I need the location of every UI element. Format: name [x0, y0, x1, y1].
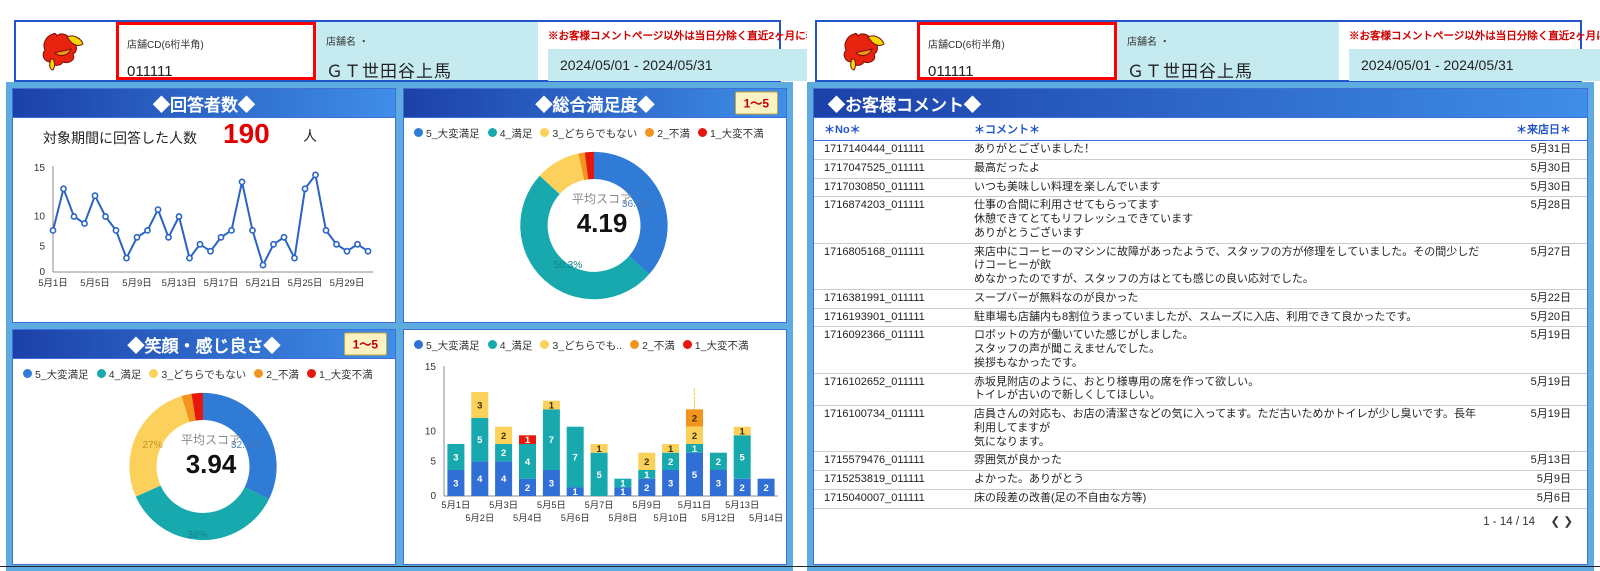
svg-text:5月9日: 5月9日: [632, 500, 661, 510]
svg-text:5月8日: 5月8日: [608, 513, 637, 523]
svg-text:2: 2: [525, 483, 530, 494]
svg-text:3: 3: [668, 479, 673, 490]
svg-text:5月13日: 5月13日: [162, 278, 197, 289]
svg-text:1: 1: [620, 479, 626, 490]
svg-text:10: 10: [425, 427, 437, 438]
svg-text:5月4日: 5月4日: [513, 513, 542, 523]
svg-text:5: 5: [692, 470, 698, 481]
svg-text:5月14日: 5月14日: [749, 513, 783, 523]
svg-text:1: 1: [549, 401, 555, 412]
svg-text:0: 0: [430, 491, 436, 502]
svg-text:10: 10: [34, 212, 46, 223]
svg-text:5月29日: 5月29日: [330, 278, 365, 289]
svg-text:5月11日: 5月11日: [678, 500, 711, 510]
svg-text:3: 3: [549, 479, 554, 490]
svg-text:5月25日: 5月25日: [288, 278, 323, 289]
svg-text:5月7日: 5月7日: [585, 500, 614, 510]
svg-text:5: 5: [39, 241, 45, 252]
svg-text:5: 5: [596, 470, 602, 481]
svg-text:7: 7: [549, 435, 554, 446]
svg-text:15: 15: [425, 362, 437, 373]
svg-text:5月17日: 5月17日: [204, 278, 239, 289]
svg-text:2: 2: [644, 457, 649, 468]
svg-text:5月10日: 5月10日: [654, 513, 688, 523]
svg-text:5月1日: 5月1日: [38, 278, 68, 289]
svg-text:4: 4: [477, 474, 483, 485]
svg-text:5月1日: 5月1日: [441, 500, 470, 510]
svg-text:1: 1: [644, 470, 650, 481]
svg-text:1: 1: [692, 387, 697, 396]
svg-text:3: 3: [477, 401, 482, 412]
svg-text:5月2日: 5月2日: [465, 513, 494, 523]
svg-text:3: 3: [716, 479, 721, 490]
svg-text:5: 5: [740, 453, 746, 464]
svg-text:5: 5: [430, 456, 436, 467]
svg-text:2: 2: [763, 483, 768, 494]
svg-text:2: 2: [501, 448, 506, 459]
svg-text:5月5日: 5月5日: [537, 500, 566, 510]
svg-text:2: 2: [716, 457, 721, 468]
svg-text:1: 1: [668, 444, 674, 455]
svg-text:1: 1: [573, 487, 579, 498]
svg-text:0: 0: [39, 267, 45, 278]
svg-text:7: 7: [573, 453, 578, 464]
svg-text:2: 2: [501, 431, 506, 442]
svg-text:5: 5: [477, 435, 483, 446]
svg-text:5月3日: 5月3日: [489, 500, 518, 510]
svg-text:5月6日: 5月6日: [561, 513, 590, 523]
svg-text:3: 3: [453, 453, 458, 464]
svg-text:1: 1: [596, 444, 602, 455]
svg-text:2: 2: [692, 414, 697, 425]
svg-text:2: 2: [740, 483, 745, 494]
svg-text:2: 2: [668, 457, 673, 468]
svg-text:36%: 36%: [188, 530, 208, 541]
svg-text:2: 2: [644, 483, 649, 494]
svg-text:5月21日: 5月21日: [246, 278, 281, 289]
svg-text:1: 1: [740, 427, 746, 438]
svg-text:4: 4: [501, 474, 507, 485]
svg-text:2: 2: [692, 431, 697, 442]
svg-text:5月12日: 5月12日: [701, 513, 735, 523]
svg-text:1: 1: [525, 435, 531, 446]
svg-text:15: 15: [34, 163, 46, 174]
svg-text:5月5日: 5月5日: [80, 278, 110, 289]
svg-text:5月13日: 5月13日: [725, 500, 759, 510]
svg-text:5月9日: 5月9日: [122, 278, 152, 289]
svg-text:4: 4: [525, 457, 531, 468]
svg-text:50.3%: 50.3%: [554, 260, 583, 271]
svg-text:3: 3: [453, 479, 458, 490]
svg-text:1: 1: [692, 444, 698, 455]
